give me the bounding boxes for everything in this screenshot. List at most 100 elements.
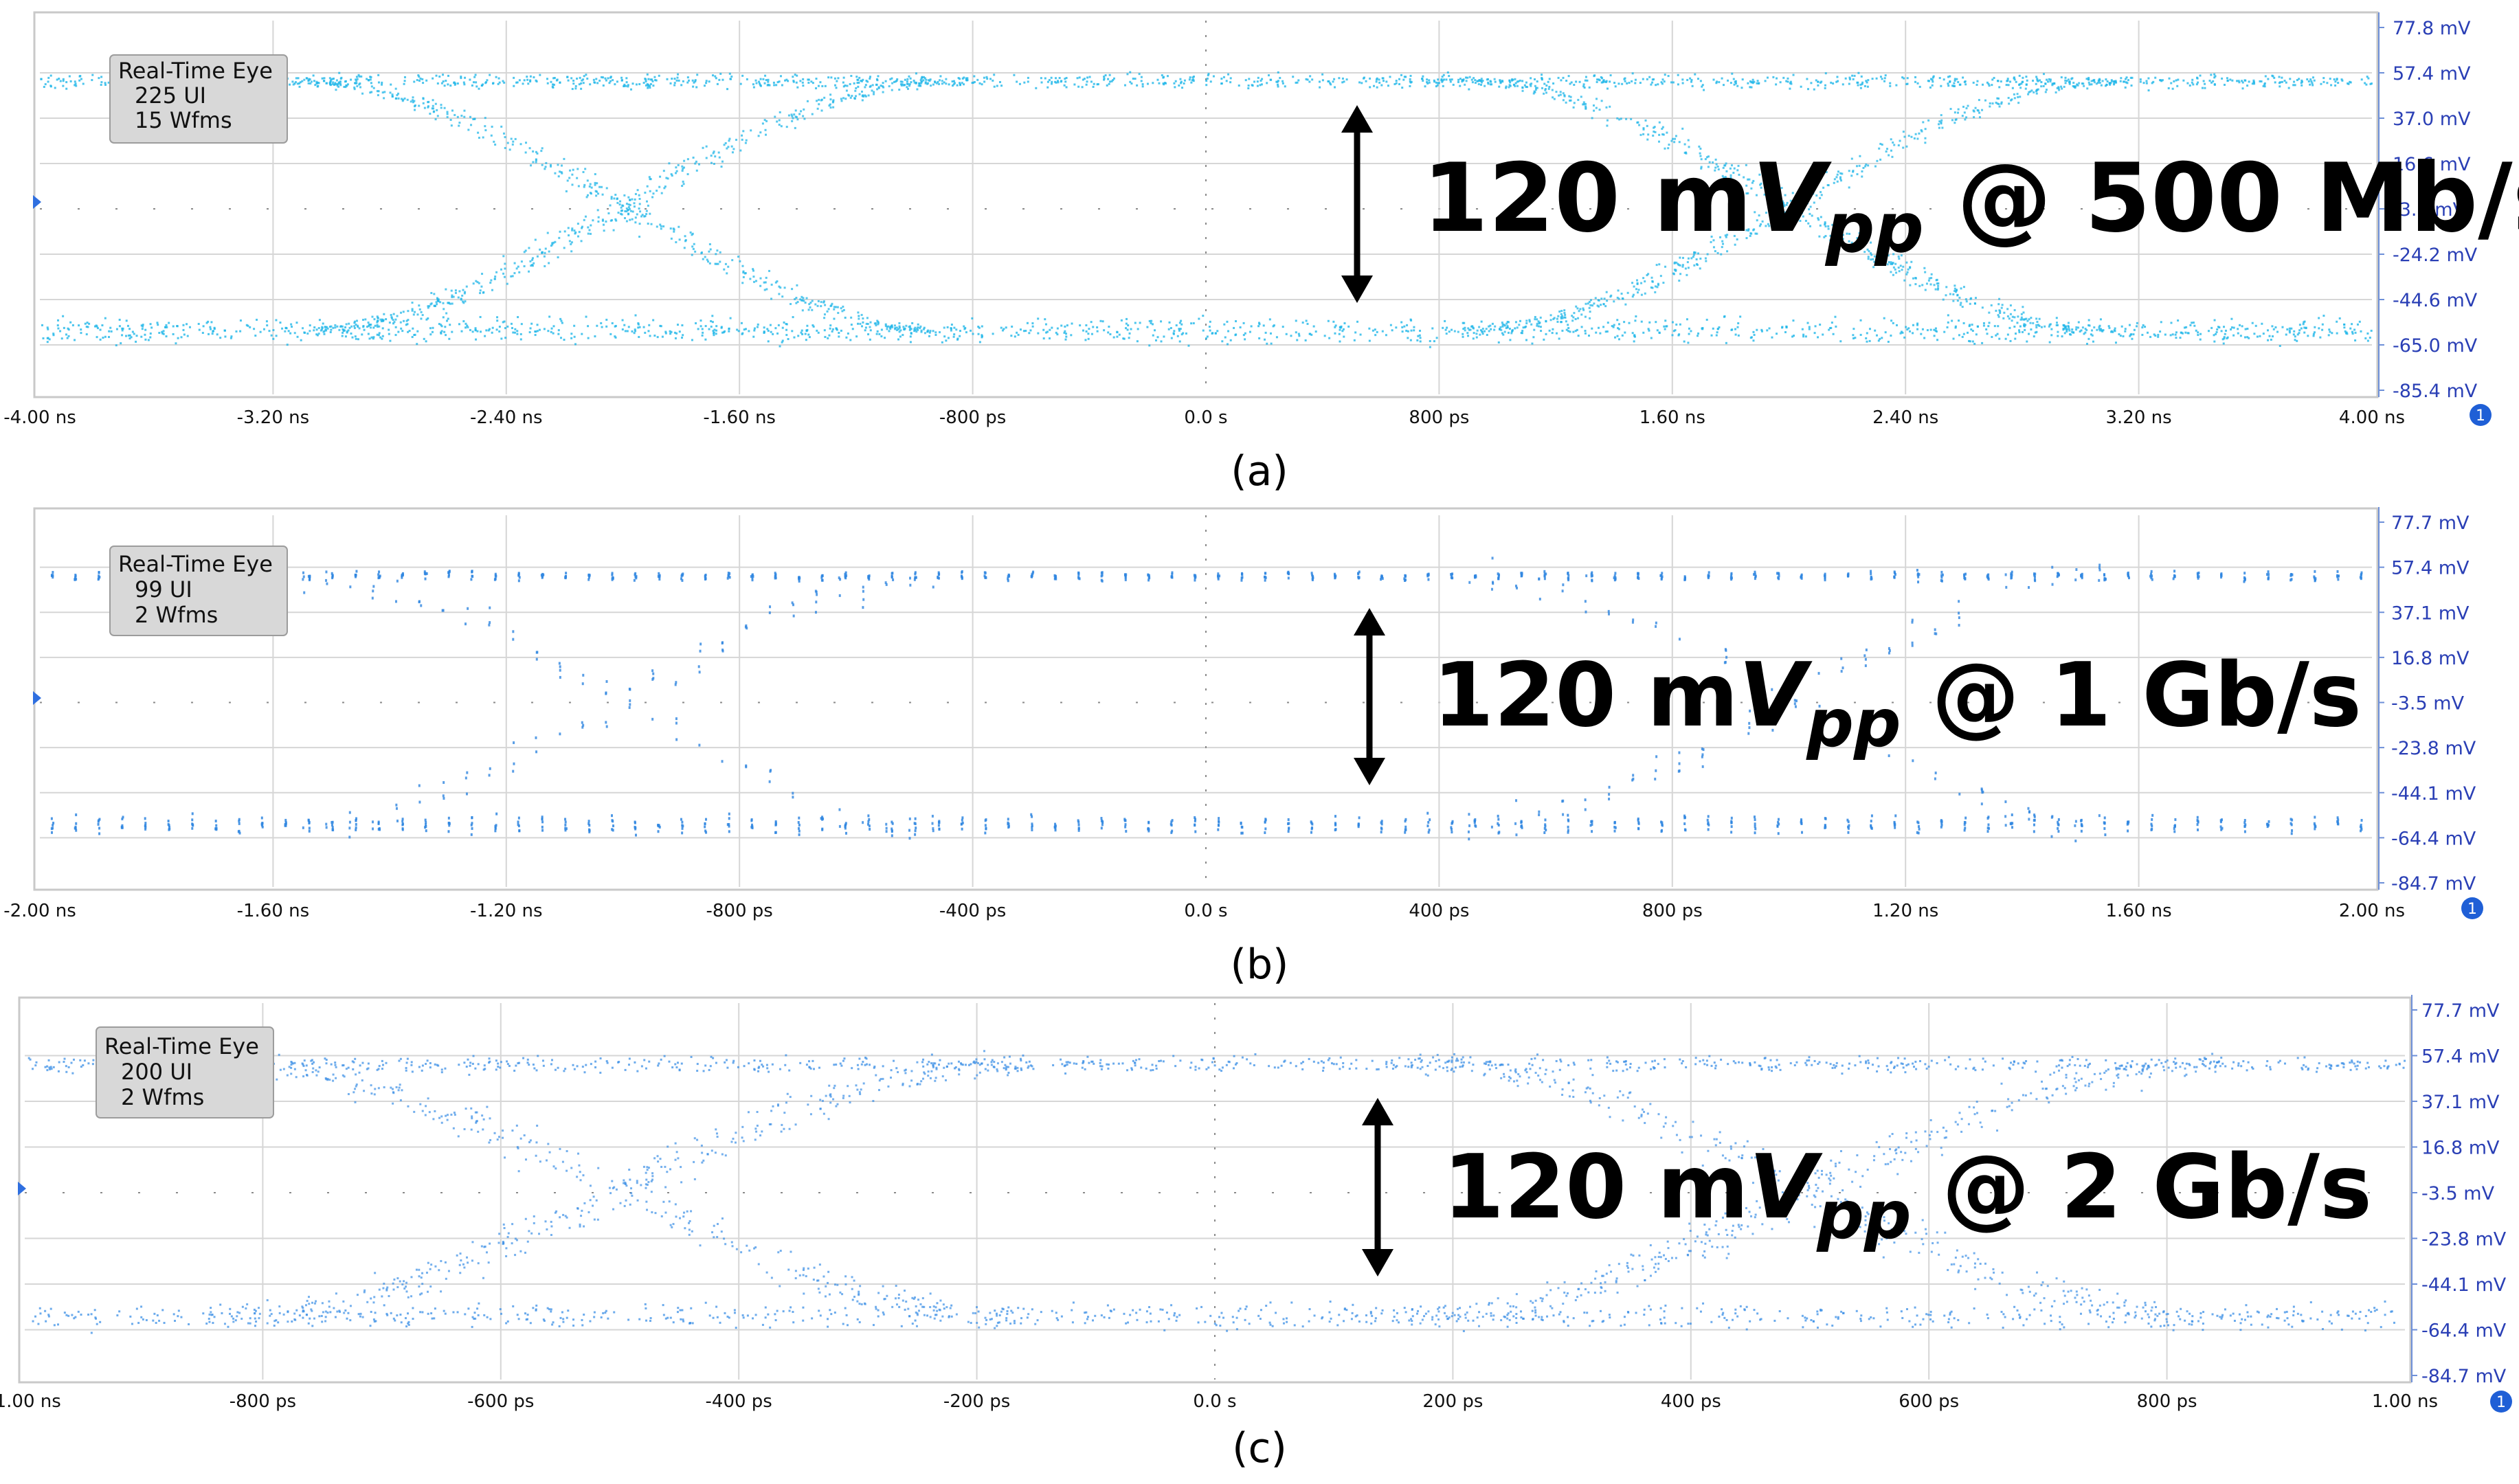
eye-sample [908,75,910,78]
eye-sample [681,185,684,188]
eye-sample [418,104,421,107]
eye-sample [462,302,465,304]
eye-sample [682,180,684,183]
eye-sample [875,78,878,80]
eye-sample [2191,322,2193,324]
eye-sample [2230,326,2233,329]
eye-sample [532,161,535,164]
eye-sample [1835,176,1838,179]
eye-sample [1867,79,1870,82]
eye-sample [694,162,697,165]
eye-sample [513,331,516,334]
marker-badge-a[interactable]: 1 [2470,404,2492,426]
eye-sample [2011,87,2014,89]
eye-sample [1824,87,1826,89]
eye-sample [1865,80,1868,82]
eye-sample [2279,81,2282,84]
eye-sample [363,328,366,331]
eye-sample [572,79,575,82]
eye-sample [1704,158,1707,161]
eye-sample [1567,75,1570,78]
eye-sample [427,100,430,103]
eye-sample [286,344,289,346]
eye-sample [355,319,358,322]
eye-sample [845,89,848,92]
eye-sample [2366,76,2369,78]
eye-sample [1498,85,1501,88]
eye-sample [2061,335,2063,338]
eye-sample [68,75,71,78]
eye-sample [1932,75,1935,78]
eye-sample [1959,304,1962,306]
eye-sample [348,322,350,325]
eye-sample [1707,166,1710,168]
eye-sample [451,294,454,297]
eye-sample [2074,85,2077,88]
eye-sample [1548,85,1551,88]
eye-sample [1750,86,1753,89]
eye-sample [1918,85,1921,88]
eye-sample [985,827,987,830]
eye-sample [901,83,904,86]
eye-sample [781,341,783,344]
eye-sample [1046,86,1049,89]
eye-sample [862,78,864,81]
eye-sample [381,318,383,321]
eye-sample [1042,328,1045,331]
eye-sample [717,151,720,154]
eye-sample [658,574,661,577]
eye-sample [391,95,394,98]
eye-sample [1997,102,2000,105]
eye-sample [759,277,762,280]
eye-sample [2040,85,2043,88]
eye-sample [2008,326,2011,329]
eye-sample [607,77,609,80]
eye-sample [1792,203,1795,205]
eye-sample [627,213,630,216]
eye-sample [1852,78,1855,80]
eye-sample [2046,78,2048,81]
eye-sample [1726,250,1729,253]
eye-sample [1789,82,1791,85]
eye-sample [902,84,905,87]
eye-sample [938,820,941,823]
eye-sample [2262,85,2265,87]
eye-sample [535,161,537,164]
eye-sample [1940,119,1943,122]
eye-sample [793,336,796,339]
eye-sample [923,326,926,329]
eye-sample [938,827,941,831]
eye-sample [120,826,123,829]
eye-sample [824,335,827,338]
eye-sample [611,322,614,324]
eye-sample [1782,202,1784,205]
eye-sample [1487,81,1490,84]
eye-sample [1687,139,1690,142]
eye-sample [1631,72,1634,75]
x-tick-label: 2.40 ns [1872,407,1938,428]
eye-sample [1804,335,1807,338]
eye-sample [67,335,70,337]
eye-sample [721,78,724,81]
eye-sample [659,175,662,178]
eye-sample [943,326,945,329]
eye-sample [854,89,857,92]
eye-sample [861,325,864,328]
eye-sample [1799,219,1802,222]
eye-sample [718,156,721,159]
eye-sample [516,333,519,335]
eye-sample [666,78,669,80]
eye-sample [727,146,730,148]
eye-sample [260,824,263,827]
eye-sample [2248,337,2250,339]
eye-sample [617,212,620,214]
eye-sample [691,339,693,341]
eye-sample [645,78,647,81]
eye-sample [623,83,626,86]
eye-sample [326,82,328,85]
eye-sample [1260,83,1263,86]
eye-sample [1636,282,1639,284]
eye-sample [533,76,535,79]
eye-sample [626,330,629,333]
eye-sample [118,325,121,328]
